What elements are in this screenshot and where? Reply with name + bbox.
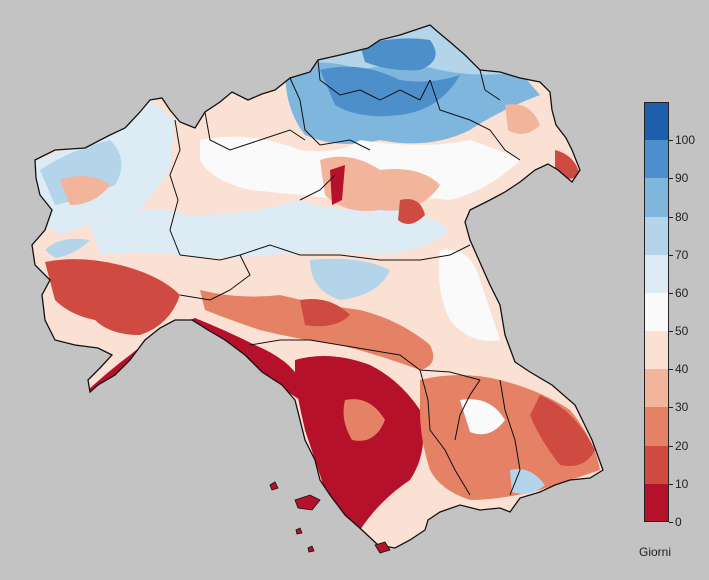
legend-tick-label: 30: [675, 400, 689, 415]
legend-swatch: [644, 254, 669, 293]
field-blue: [310, 258, 390, 300]
field-red: [398, 199, 425, 224]
field-salmon: [320, 156, 440, 211]
region-border: [179, 254, 251, 301]
field-darkred: [295, 356, 424, 530]
legend-tick-label: 90: [675, 171, 689, 186]
legend-tick-label: 50: [675, 324, 689, 339]
legend-tick: [669, 178, 673, 180]
legend-tick-label: 60: [675, 285, 689, 300]
region-border: [317, 59, 431, 101]
region-border: [299, 174, 336, 201]
field-red: [300, 299, 350, 327]
region-border: [454, 379, 481, 441]
legend-tick-label: 70: [675, 247, 689, 262]
field-red: [555, 150, 580, 179]
field-salmon: [60, 176, 110, 205]
legend-tick: [669, 140, 673, 142]
legend-tick: [669, 407, 673, 409]
legend-tick: [669, 522, 673, 523]
legend-tick-label: 20: [675, 438, 689, 453]
legend-tick-label: 80: [675, 209, 689, 224]
legend-tick-label: 100: [675, 133, 696, 148]
island: [307, 545, 315, 553]
legend-tick-label: 0: [675, 515, 682, 529]
legend-swatch: [644, 216, 669, 255]
legend-tick: [669, 216, 673, 218]
island: [295, 527, 303, 535]
legend-swatch: [644, 407, 669, 446]
legend-tick: [669, 331, 673, 333]
legend-swatch: [644, 292, 669, 332]
islands: [269, 481, 391, 554]
region-border: [429, 79, 521, 161]
legend-swatch: [644, 331, 669, 370]
legend-tick: [669, 369, 673, 371]
region-border: [249, 339, 481, 381]
island: [374, 541, 391, 554]
legend-title: Giorni: [639, 545, 672, 559]
field-darkred: [330, 165, 345, 205]
region-boundaries: [169, 59, 521, 496]
region-border: [499, 379, 521, 496]
field-blue: [320, 66, 460, 117]
field-lightblue: [90, 200, 450, 258]
field-salmon: [505, 104, 540, 134]
legend: 0 10 20 30 40 50 60 70 80 90 100: [644, 102, 704, 542]
legend-swatch: [644, 140, 669, 179]
legend-tick-label: 40: [675, 362, 689, 377]
region-border: [479, 69, 501, 101]
legend-tick: [669, 254, 673, 256]
legend-tick-label: 10: [675, 476, 689, 491]
field-white: [438, 249, 500, 341]
region-border: [179, 244, 471, 261]
field-white: [460, 399, 505, 435]
legend-swatch: [644, 369, 669, 408]
field-blue: [45, 238, 90, 258]
region-border: [169, 119, 181, 256]
field-red: [530, 395, 595, 466]
field-salmon: [200, 290, 434, 370]
island: [269, 481, 279, 491]
field-red: [45, 259, 180, 335]
field-salmon: [343, 399, 385, 441]
legend-swatch: [644, 102, 669, 141]
legend-tick: [669, 445, 673, 447]
legend-swatch: [644, 178, 669, 217]
region-border: [204, 111, 306, 151]
legend-swatch: [644, 445, 669, 484]
field-blue: [360, 38, 436, 71]
field-blue: [510, 469, 545, 494]
value-fields: [35, 25, 600, 530]
region-border: [289, 77, 371, 151]
legend-tick: [669, 483, 673, 485]
island: [294, 494, 321, 511]
legend-swatch: [644, 483, 669, 522]
legend-tick: [669, 292, 673, 294]
region-border: [419, 369, 471, 496]
